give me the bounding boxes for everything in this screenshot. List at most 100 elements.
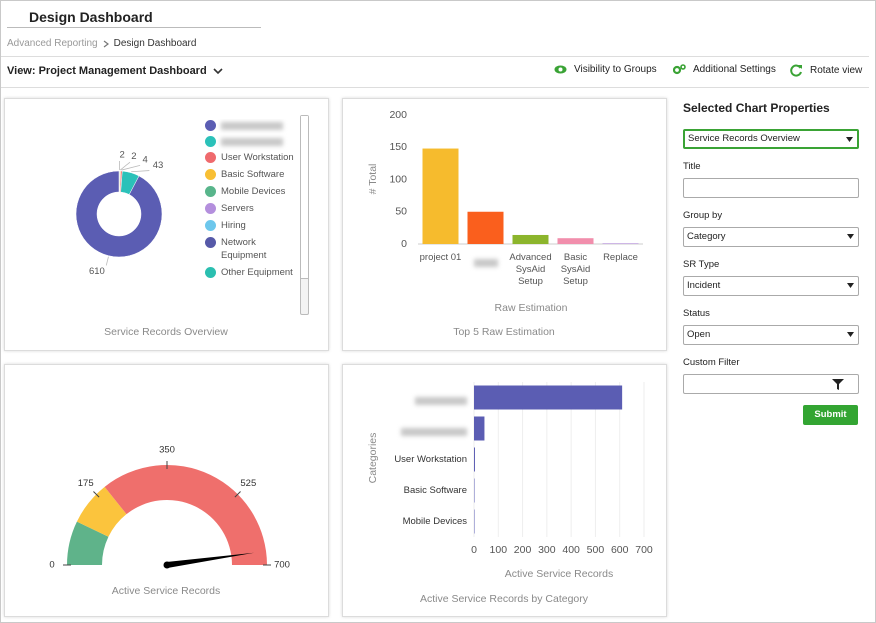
chart-panel[interactable]: 0 100 200 300 400 500 600 700 User Workstation Ba… <box>342 364 667 617</box>
legend-swatch <box>205 220 216 231</box>
visibility-button[interactable]: Visibility to Groups <box>554 64 657 75</box>
field-label: Title <box>683 161 701 172</box>
breadcrumb-link[interactable]: Advanced Reporting <box>7 38 98 49</box>
gauge-band <box>76 486 127 537</box>
dropdown-arrow <box>847 332 854 337</box>
tick-label: 175 <box>78 478 94 489</box>
legend-swatch <box>205 120 216 131</box>
scrollbar <box>300 115 309 315</box>
title-underline <box>7 27 261 28</box>
legend-label: Other Equipment <box>221 267 293 278</box>
type-select[interactable]: Incident <box>683 276 859 296</box>
y-tick-label: 150 <box>389 141 407 153</box>
properties-title: Selected Chart Properties <box>683 101 830 115</box>
legend-item: Mobile Devices <box>205 185 297 198</box>
view-selector[interactable]: View: Project Management Dashboard <box>7 65 223 77</box>
chart-select[interactable]: Service Records Overview <box>683 129 859 149</box>
x-tick-label: 200 <box>514 544 532 556</box>
leader-line <box>105 256 109 266</box>
bar <box>422 148 459 244</box>
y-tick-label: Basic Software <box>404 485 467 496</box>
legend-item: Other Equipment <box>205 266 297 279</box>
chevron <box>103 40 109 47</box>
x-axis-label: Active Service Records <box>505 568 614 580</box>
bar <box>474 416 485 441</box>
legend-label: Servers <box>221 203 254 214</box>
slice-label: 610 <box>89 266 105 277</box>
settings-button[interactable]: Additional Settings <box>673 64 776 75</box>
chart: 0 50 100 150 200 # Total Raw Estimation Top 5 R… <box>367 109 643 338</box>
tick-label: 700 <box>274 560 290 571</box>
slice-label: 2 <box>131 151 136 162</box>
gauge-band <box>104 465 267 565</box>
chart-panel[interactable]: 2 2 4 43 610 Service Records Overview User Wor… <box>4 98 329 351</box>
chart: 0 100 200 300 400 500 600 700 User Workstation Ba… <box>367 382 653 605</box>
rotate-button[interactable]: Rotate view <box>790 64 862 77</box>
slice-label: 4 <box>142 154 147 165</box>
legend-swatch <box>205 136 216 147</box>
bar <box>467 211 504 244</box>
legend-item: Network Equipment <box>205 236 297 262</box>
filter-input[interactable] <box>683 374 859 394</box>
x-tick-label: 300 <box>538 544 556 556</box>
chart-title: Active Service Records by Category <box>420 593 589 605</box>
chart: 0 175 350 525 700 Active Service Records <box>49 445 290 597</box>
properties-panel: Selected Chart Properties Service Record… <box>683 101 859 425</box>
submit-button[interactable]: Submit <box>803 405 858 425</box>
legend-item: User Workstation <box>205 151 297 164</box>
scroll-thumb <box>301 116 308 279</box>
legend: User Workstation Basic Software Mobile Dev… <box>205 119 297 313</box>
legend-swatch <box>205 186 216 197</box>
slice-label: 2 <box>120 150 125 161</box>
legend-label: Hiring <box>221 220 246 231</box>
bar <box>512 234 549 244</box>
select-value: Category <box>687 231 726 242</box>
select-value: Service Records Overview <box>688 133 800 144</box>
legend-swatch <box>205 169 216 180</box>
legend-item: Hiring <box>205 219 297 232</box>
x-tick-label: 600 <box>611 544 629 556</box>
x-axis-label: Raw Estimation <box>495 302 568 314</box>
y-tick-label: 50 <box>395 206 407 218</box>
y-tick-label: 0 <box>401 238 407 250</box>
dropdown-arrow <box>846 137 853 142</box>
bar <box>474 385 623 410</box>
legend-item: Servers <box>205 202 297 215</box>
legend-label: Network Equipment <box>221 237 267 261</box>
bar <box>602 243 639 244</box>
page-title: Design Dashboard <box>29 9 153 25</box>
bar <box>557 238 594 244</box>
title-input[interactable] <box>683 178 859 198</box>
chart-panel[interactable]: 0 175 350 525 700 Active Service Records <box>4 364 329 617</box>
chevron-down <box>213 67 223 74</box>
group-select[interactable]: Category <box>683 227 859 247</box>
view-label[interactable]: View: Project Management Dashboard <box>7 65 207 77</box>
divider <box>1 56 869 57</box>
chart-title: Service Records Overview <box>104 326 228 338</box>
action-label[interactable]: Visibility to Groups <box>574 64 657 75</box>
eye-icon <box>554 65 567 74</box>
field-label: Custom Filter <box>683 357 740 368</box>
action-label[interactable]: Rotate view <box>810 65 863 76</box>
x-tick-label: project 01 <box>419 252 462 263</box>
blurred-label <box>221 122 283 130</box>
gauge-needle <box>166 552 255 568</box>
y-tick-label: 200 <box>389 109 407 121</box>
legend-label: Mobile Devices <box>221 186 286 197</box>
x-tick-label: Basic SysAid Setup <box>560 252 591 287</box>
bar <box>474 447 475 472</box>
chart-title: Active Service Records <box>112 585 221 597</box>
chart-panel[interactable]: 0 50 100 150 200 # Total Raw Estimation Top 5 R… <box>342 98 667 351</box>
x-tick-label: 700 <box>635 544 653 556</box>
legend-item <box>205 135 297 147</box>
blurred-label <box>473 259 498 267</box>
y-axis-label: Categories <box>367 433 379 484</box>
rotate-icon <box>790 64 802 77</box>
filter-icon[interactable] <box>832 379 844 390</box>
status-select[interactable]: Open <box>683 325 859 345</box>
breadcrumb-current: Design Dashboard <box>113 38 197 49</box>
x-tick-label: 400 <box>562 544 580 556</box>
chart-title: Top 5 Raw Estimation <box>453 326 555 338</box>
action-label[interactable]: Additional Settings <box>693 64 776 75</box>
